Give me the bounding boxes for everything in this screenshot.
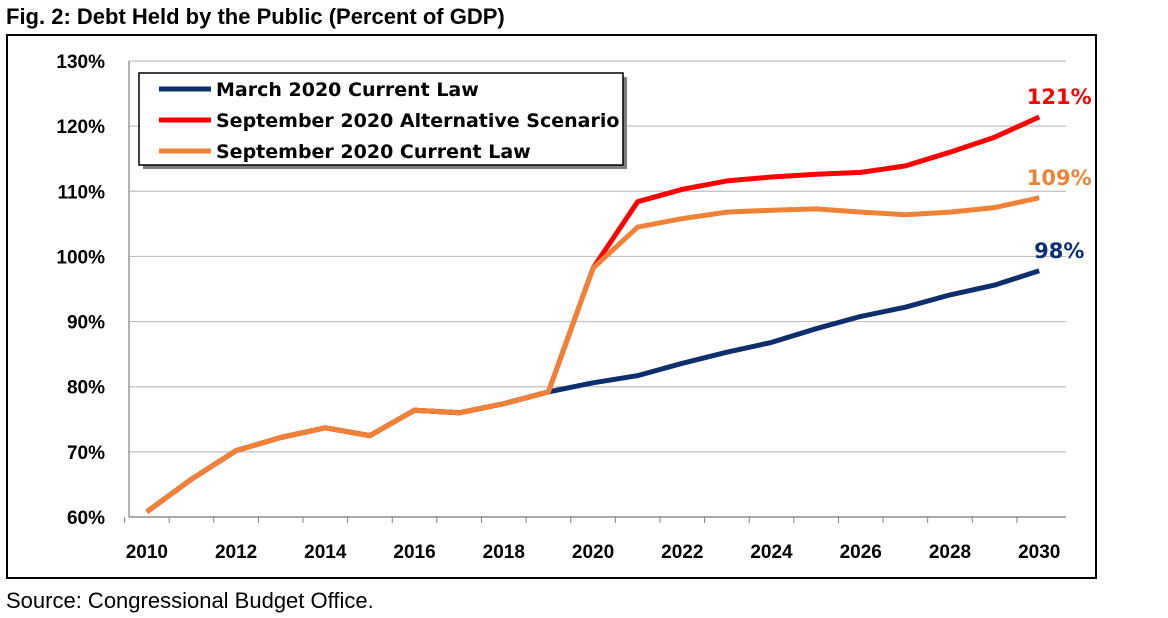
end-label-3: 109% <box>1027 166 1092 190</box>
x-axis-tick-labels: 2010 2012 2014 2016 2018 2020 2022 2024 2026 2028… <box>126 542 1061 563</box>
series-lines <box>145 114 1041 514</box>
end-labels: 98% 121% 109% <box>1027 85 1092 263</box>
y-axis-tick-labels: 60% 70% 80% 90% 100% 110% 120% 130% <box>56 52 105 529</box>
x-tick-label: 2030 <box>1018 542 1060 563</box>
y-tick-label: 130% <box>56 52 105 73</box>
x-tick-label: 2026 <box>840 542 882 563</box>
x-tick-label: 2022 <box>661 542 703 563</box>
legend-label-3: September 2020 Current Law <box>216 141 531 163</box>
x-tick-label: 2028 <box>929 542 971 563</box>
legend-label-2: September 2020 Alternative Scenario <box>216 110 619 132</box>
y-tick-label: 110% <box>57 182 105 203</box>
x-tick-label: 2014 <box>304 542 347 563</box>
figure-title: Fig. 2: Debt Held by the Public (Percent… <box>6 4 505 29</box>
legend: March 2020 Current Law September 2020 Alt… <box>138 72 627 169</box>
series-line-1 <box>145 268 1040 514</box>
series-line-2 <box>145 114 1041 514</box>
x-tick-label: 2012 <box>215 542 257 563</box>
x-tick-label: 2010 <box>126 542 168 563</box>
source-note: Source: Congressional Budget Office. <box>6 588 374 613</box>
x-tick-label: 2024 <box>750 542 793 563</box>
y-tick-label: 120% <box>56 117 105 138</box>
end-label-1: 98% <box>1034 239 1084 263</box>
x-tick-label: 2016 <box>393 542 435 563</box>
y-tick-label: 90% <box>67 313 105 334</box>
legend-box <box>138 72 624 166</box>
x-tick-label: 2018 <box>483 542 525 563</box>
y-tick-label: 100% <box>56 247 105 268</box>
end-label-2: 121% <box>1027 85 1092 109</box>
y-tick-label: 70% <box>67 443 105 464</box>
y-tick-label: 60% <box>67 508 105 529</box>
series-line-3 <box>145 195 1040 514</box>
x-tick-label: 2020 <box>572 542 614 563</box>
legend-label-1: March 2020 Current Law <box>216 79 479 101</box>
y-tick-label: 80% <box>67 378 105 399</box>
